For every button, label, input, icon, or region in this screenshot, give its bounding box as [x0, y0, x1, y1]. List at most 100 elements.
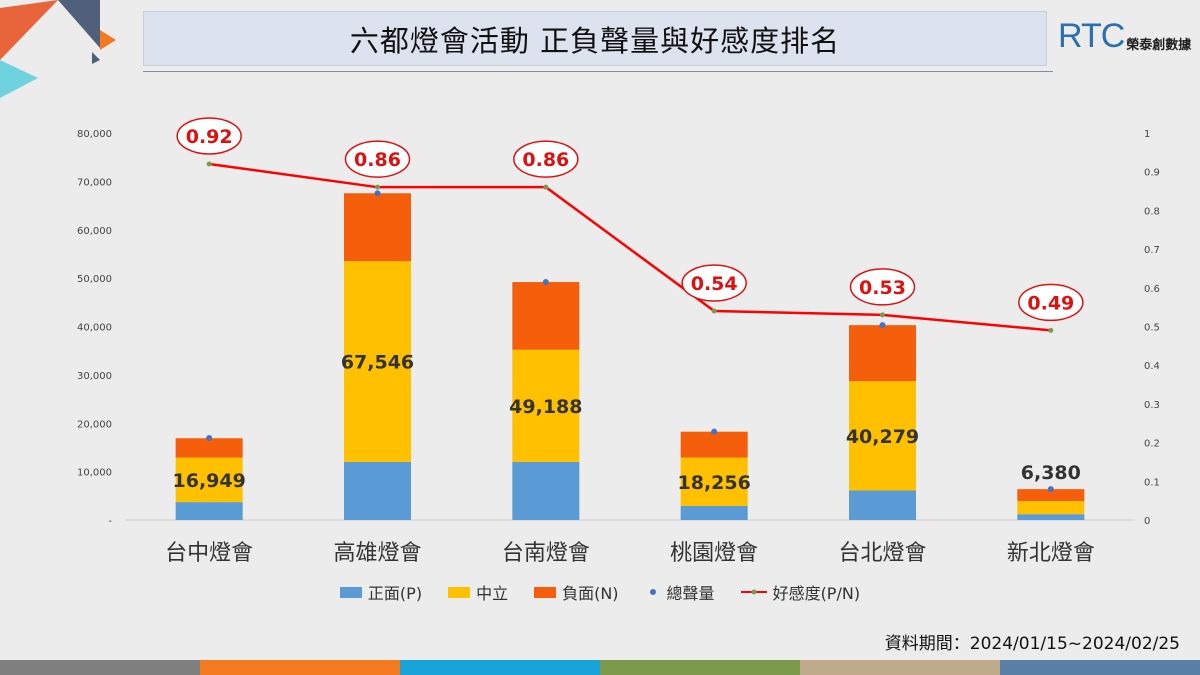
- legend-total-label: 總聲量: [666, 584, 715, 603]
- page-title: 六都燈會活動 正負聲量與好感度排名: [143, 11, 1047, 66]
- y-left-tick-label: 30,000: [77, 371, 112, 382]
- corner-triangle-small: [100, 30, 116, 50]
- corner-triangle-orange: [0, 0, 58, 60]
- bottom-bar-segment: [0, 660, 200, 675]
- corner-decoration: [0, 0, 116, 98]
- y-left-tick-label: 20,000: [77, 419, 112, 430]
- company-logo: RTC 榮泰創數據: [1058, 18, 1192, 54]
- y-right-tick-label: 0.9: [1144, 168, 1160, 179]
- legend-favorability-label: 好感度(P/N): [772, 584, 861, 603]
- y-right-tick-label: 0.4: [1144, 361, 1160, 372]
- y-right-tick-label: 0.6: [1144, 284, 1160, 295]
- legend-favorability-marker: [740, 589, 767, 595]
- corner-triangle-tiny: [92, 52, 100, 64]
- bar-positive: [344, 461, 411, 520]
- favorability-label-bubble: [1018, 283, 1084, 322]
- corner-triangle-slate: [58, 0, 100, 48]
- favorability-value-label: 0.54: [691, 273, 738, 295]
- y-right-tick-label: 0.1: [1144, 477, 1160, 488]
- y-left-tick-label: 10,000: [77, 468, 112, 479]
- favorability-value-label: 0.92: [186, 126, 233, 148]
- bar-positive: [680, 505, 748, 520]
- y-left-tick-label: 40,000: [77, 323, 112, 334]
- legend-negative-label: 負面(N): [562, 584, 619, 603]
- bar-neutral: [849, 381, 916, 491]
- x-category-label: 台中燈會: [165, 541, 253, 566]
- favorability-point: [880, 312, 885, 318]
- bar-neutral: [344, 261, 411, 462]
- legend-positive-swatch: [339, 586, 362, 598]
- bar-positive: [512, 461, 580, 520]
- total-value-label: 40,279: [846, 426, 919, 448]
- y-right-tick-label: 1: [1144, 129, 1150, 140]
- title-underline: [143, 71, 1053, 72]
- total-value-label: 49,188: [509, 396, 582, 418]
- bar-negative: [344, 193, 411, 262]
- bar-negative: [1017, 489, 1085, 502]
- y-left-tick-label: -: [108, 516, 112, 527]
- y-right-tick-label: 0.5: [1144, 323, 1160, 334]
- x-category-label: 新北燈會: [1007, 541, 1095, 566]
- favorability-point: [375, 184, 380, 190]
- bar-negative: [849, 325, 916, 382]
- y-left-tick-label: 80,000: [77, 129, 112, 140]
- bottom-bar-segment: [400, 660, 600, 675]
- total-dot: [879, 322, 886, 329]
- corner-triangle-cyan: [0, 60, 38, 98]
- chart-legend: 正面(P) 中立 負面(N) 總聲量 好感度(P/N): [0, 580, 1200, 604]
- total-value-label: 16,949: [173, 470, 246, 492]
- y-right-tick-label: 0.2: [1144, 439, 1160, 450]
- bar-neutral: [175, 457, 243, 503]
- total-value-label: 67,546: [341, 352, 414, 374]
- favorability-point: [1048, 327, 1054, 333]
- legend-positive-label: 正面(P): [367, 584, 423, 603]
- bar-positive: [175, 502, 243, 520]
- favorability-label-bubble: [681, 264, 747, 302]
- legend-negative: 負面(N): [534, 580, 619, 604]
- x-category-label: 台南燈會: [502, 541, 590, 566]
- x-category-label: 桃園燈會: [670, 541, 758, 566]
- favorability-label-bubble: [849, 268, 916, 306]
- bottom-bar-segment: [800, 660, 1000, 675]
- total-value-label: 18,256: [678, 472, 751, 494]
- total-value-label: 6,380: [1021, 462, 1081, 484]
- bar-negative: [512, 282, 580, 350]
- favorability-label-bubble: [344, 140, 411, 178]
- favorability-value-label: 0.49: [1027, 292, 1074, 314]
- favorability-label-bubble: [513, 140, 579, 178]
- legend-neutral: 中立: [448, 580, 508, 604]
- favorability-value-label: 0.86: [354, 149, 401, 171]
- bar-positive: [849, 490, 916, 520]
- favorability-point: [206, 161, 212, 167]
- legend-favorability: 好感度(P/N): [740, 580, 861, 604]
- bar-negative: [175, 438, 243, 458]
- legend-neutral-label: 中立: [476, 584, 509, 603]
- favorability-point: [711, 308, 717, 314]
- y-left-tick-label: 60,000: [77, 226, 112, 237]
- data-period: 資料期間：2024/01/15~2024/02/25: [884, 634, 1180, 654]
- favorability-line: [208, 162, 1051, 332]
- y-left-tick-label: 50,000: [77, 274, 112, 285]
- legend-positive: 正面(P): [339, 580, 423, 604]
- y-right-tick-label: 0.3: [1144, 400, 1160, 411]
- y-right-tick-label: 0.8: [1144, 206, 1160, 217]
- bottom-bar-segment: [600, 660, 800, 675]
- bar-positive: [1017, 514, 1085, 520]
- bar-neutral: [512, 349, 580, 462]
- legend-total: 總聲量: [645, 580, 715, 604]
- bar-neutral: [1017, 501, 1085, 515]
- favorability-value-label: 0.53: [859, 277, 906, 299]
- favorability-point: [543, 184, 549, 190]
- total-dot: [711, 428, 718, 435]
- y-right-tick-label: 0.7: [1144, 245, 1160, 256]
- total-dot: [542, 279, 549, 286]
- logo-name: 榮泰創數據: [1126, 38, 1192, 53]
- total-dot: [1047, 486, 1054, 493]
- x-category-label: 高雄燈會: [333, 541, 421, 566]
- legend-total-marker: [649, 589, 656, 595]
- legend-negative-swatch: [534, 586, 557, 598]
- favorability-label-bubble: [176, 117, 242, 155]
- bar-neutral: [680, 457, 748, 506]
- legend-neutral-swatch: [448, 586, 471, 598]
- x-category-label: 台北燈會: [838, 541, 926, 566]
